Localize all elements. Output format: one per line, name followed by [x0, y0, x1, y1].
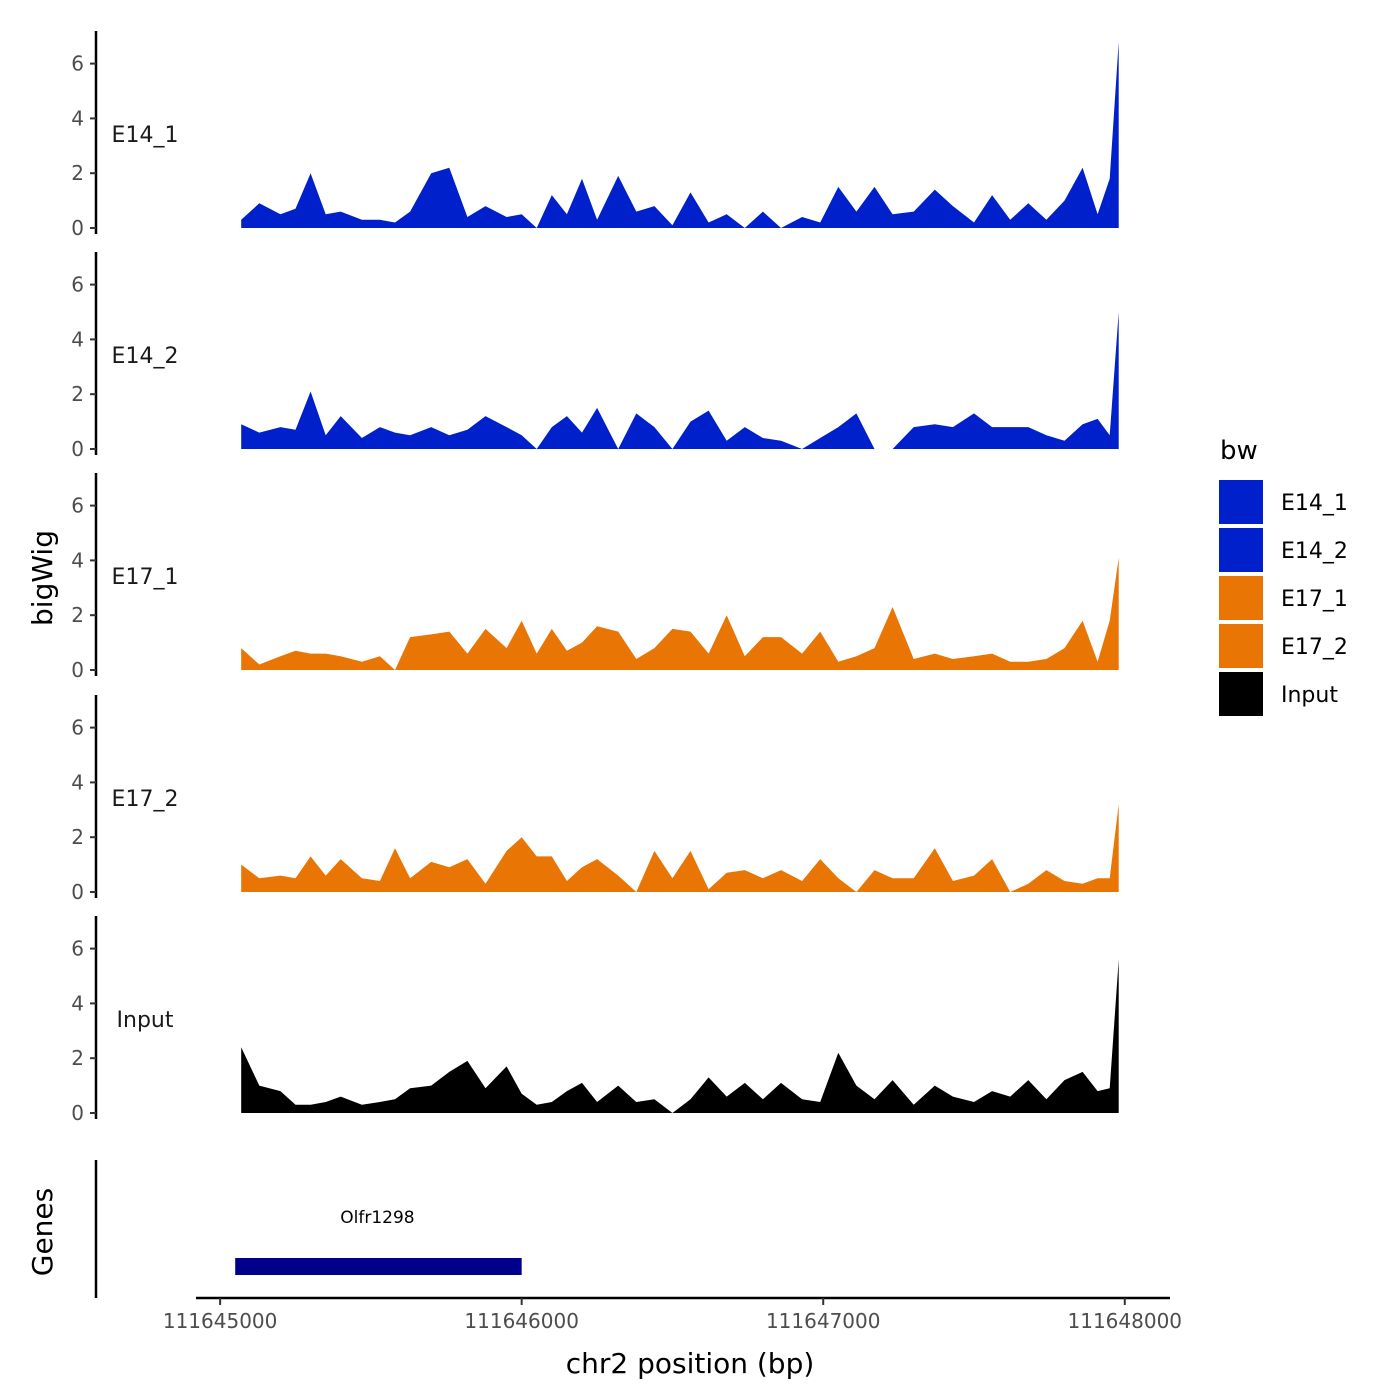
area-E14_1	[241, 41, 1119, 229]
gene-bar	[235, 1258, 522, 1275]
y-tick-label: 6	[71, 937, 84, 961]
legend-label: E17_2	[1281, 635, 1348, 660]
gene-track: Olfr1298	[94, 1160, 522, 1298]
legend-title: bw	[1220, 436, 1258, 466]
y-tick-label: 4	[71, 327, 84, 351]
legend-swatch	[1219, 576, 1263, 620]
track-label: E14_2	[112, 344, 179, 369]
legend-label: E17_1	[1281, 587, 1348, 612]
track-Input: 0 2 4 6 Input	[71, 916, 1119, 1125]
y-tick-label: 2	[71, 825, 84, 849]
legend-swatch	[1219, 624, 1263, 668]
track-E14_1: 0 2 4 6 E14_1	[71, 31, 1119, 240]
y-tick-label: 6	[71, 494, 84, 518]
legend-swatch	[1219, 528, 1263, 572]
track-label: E17_1	[112, 565, 179, 590]
x-axis: 111645000 111646000 111647000 111648000	[163, 1296, 1183, 1333]
legend-swatch	[1219, 672, 1263, 716]
y-tick-label: 4	[71, 106, 84, 130]
y-tick-label: 4	[71, 991, 84, 1015]
track-E17_2: 0 2 4 6 E17_2	[71, 695, 1119, 904]
legend-label: E14_2	[1281, 539, 1348, 564]
genes-axis-title: Genes	[26, 1188, 59, 1276]
track-label: Input	[117, 1008, 174, 1033]
y-tick-label: 0	[71, 658, 84, 682]
y-axis-title: bigWig	[26, 530, 59, 626]
y-tick-label: 4	[71, 548, 84, 572]
y-tick-label: 6	[71, 273, 84, 297]
y-tick-label: 0	[71, 437, 84, 461]
area-E17_2	[241, 804, 1119, 892]
y-tick-label: 2	[71, 1046, 84, 1070]
area-E17_1	[241, 557, 1119, 670]
gene-label: Olfr1298	[340, 1208, 414, 1228]
x-axis-title: chr2 position (bp)	[566, 1347, 815, 1380]
y-tick-label: 6	[71, 52, 84, 76]
legend-swatch	[1219, 480, 1263, 524]
legend: bw E14_1 E14_2 E17_1 E17_2 Input	[1219, 436, 1348, 716]
bigwig-tracks: 0 2 4 6 E14_1 0 2 4 6 E14_2 0 2 4 6 E17_1 0 2 4 6 E17_2 0 2 4 6…	[71, 31, 1119, 1125]
area-Input	[241, 959, 1119, 1113]
x-tick-label: 111647000	[766, 1309, 881, 1333]
x-tick-label: 111646000	[464, 1309, 579, 1333]
y-tick-label: 0	[71, 880, 84, 904]
track-label: E14_1	[112, 123, 179, 148]
y-tick-label: 0	[71, 216, 84, 240]
y-tick-label: 2	[71, 161, 84, 185]
legend-label: E14_1	[1281, 491, 1348, 516]
y-tick-label: 6	[71, 716, 84, 740]
legend-label: Input	[1281, 683, 1338, 708]
x-tick-label: 111645000	[163, 1309, 278, 1333]
y-tick-label: 0	[71, 1101, 84, 1125]
track-E17_1: 0 2 4 6 E17_1	[71, 473, 1119, 682]
x-tick-label: 111648000	[1068, 1309, 1183, 1333]
y-tick-label: 2	[71, 382, 84, 406]
track-label: E17_2	[112, 787, 179, 812]
y-tick-label: 4	[71, 770, 84, 794]
area-E14_2	[241, 312, 1119, 449]
track-E14_2: 0 2 4 6 E14_2	[71, 252, 1119, 461]
y-tick-label: 2	[71, 603, 84, 627]
